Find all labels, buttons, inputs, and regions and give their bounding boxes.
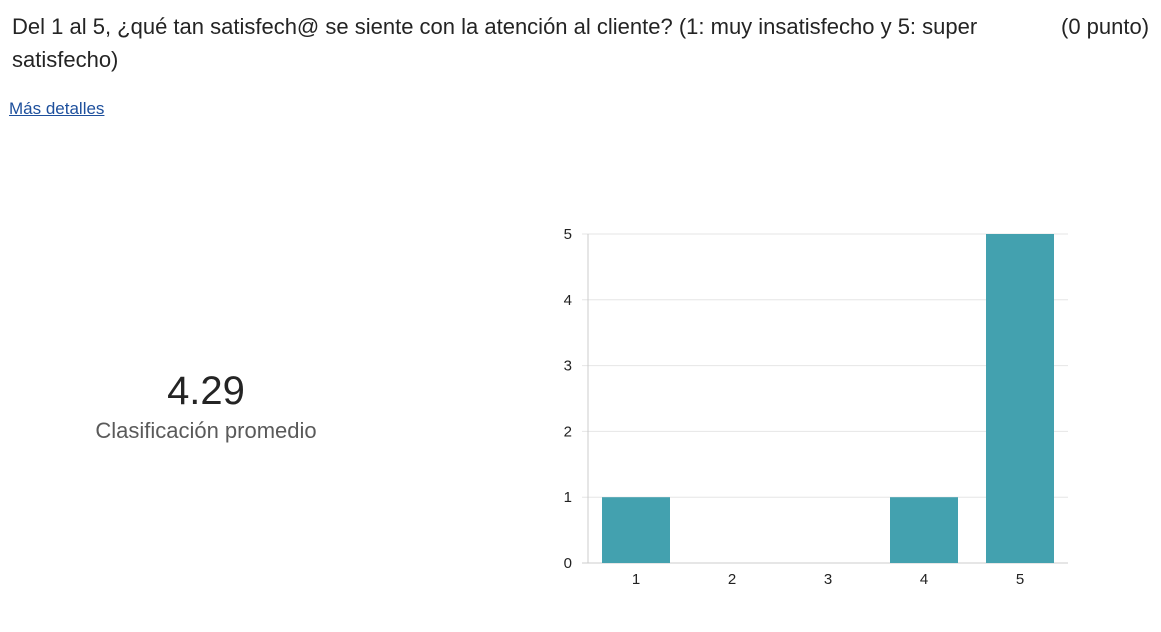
y-tick-label: 0	[564, 555, 572, 572]
question-text: Del 1 al 5, ¿qué tan satisfech@ se sient…	[12, 14, 978, 72]
y-tick-label: 3	[564, 358, 572, 375]
x-tick-label: 1	[632, 571, 640, 588]
average-rating-value: 4.29	[167, 369, 245, 413]
y-tick-label: 4	[564, 292, 572, 309]
x-tick-label: 4	[920, 571, 928, 588]
average-rating-label: Clasificación promedio	[95, 418, 317, 443]
rating-distribution-chart: 0 1 2 3 4 5 1 2 3 4 5	[564, 226, 1068, 588]
y-tick-label: 1	[564, 489, 572, 506]
average-rating-block: 4.29 Clasificación promedio	[60, 366, 352, 446]
bar-5	[986, 234, 1054, 563]
more-details-link[interactable]: Más detalles	[9, 99, 105, 118]
points-label: (0 punto)	[1061, 14, 1150, 39]
x-tick-label: 3	[824, 571, 832, 588]
y-tick-label: 2	[564, 423, 572, 440]
x-tick-label: 2	[728, 571, 736, 588]
y-tick-label: 5	[564, 226, 572, 243]
bar-1	[602, 497, 670, 563]
bar-4	[890, 497, 958, 563]
x-tick-label: 5	[1016, 571, 1024, 588]
